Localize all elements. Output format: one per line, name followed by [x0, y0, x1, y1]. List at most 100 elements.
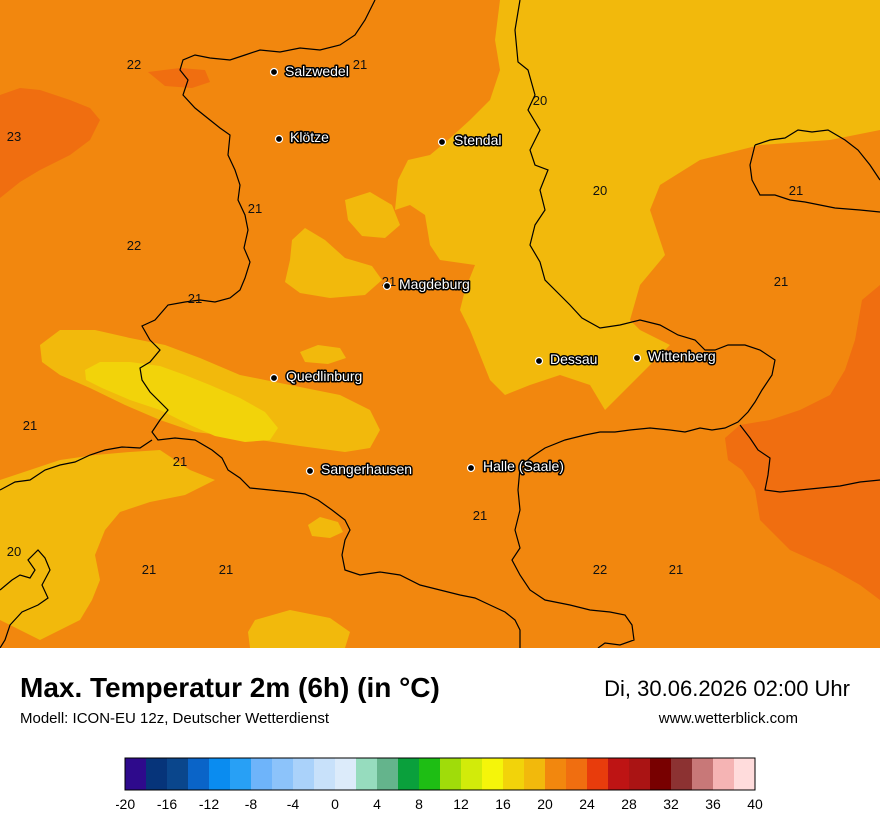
city-marker — [466, 463, 476, 473]
city-dessau: Dessau — [534, 350, 599, 369]
legend-tick-label: 12 — [453, 796, 469, 812]
legend-tick-label: -16 — [157, 796, 177, 812]
isoline-label: 21 — [669, 562, 683, 577]
legend-ticks: -20 -16 -12 -8 -4 0 4 8 12 16 20 24 28 32 36 40 — [116, 796, 763, 812]
city-label: Dessau — [550, 351, 597, 367]
city-stendal: Stendal — [437, 131, 503, 150]
city-marker — [382, 281, 392, 291]
legend-swatch — [125, 758, 147, 790]
legend-swatch — [713, 758, 735, 790]
legend-swatch — [566, 758, 588, 790]
city-label: Sangerhausen — [321, 461, 412, 477]
legend-swatch — [608, 758, 630, 790]
isoline-label: 21 — [173, 454, 187, 469]
legend-swatch — [209, 758, 231, 790]
city-label: Magdeburg — [399, 276, 470, 292]
legend-frame — [124, 757, 756, 791]
city-marker — [269, 373, 279, 383]
legend-tick-label: -4 — [287, 796, 300, 812]
color-scale-legend: -20 -16 -12 -8 -4 0 4 8 12 16 20 24 28 32 36 40 — [116, 757, 763, 812]
legend-swatch — [272, 758, 294, 790]
city-sangerhausen: Sangerhausen — [305, 460, 414, 479]
city-magdeburg: Magdeburg — [382, 275, 471, 294]
legend-swatch — [734, 758, 756, 790]
legend-tick-label: 4 — [373, 796, 381, 812]
temp-field-20-south-spot — [248, 610, 350, 648]
legend-swatch — [377, 758, 399, 790]
legend-swatch — [692, 758, 714, 790]
isoline-label: 20 — [7, 544, 21, 559]
legend-swatch — [503, 758, 525, 790]
isoline-label: 22 — [127, 57, 141, 72]
city-marker — [305, 466, 315, 476]
legend-swatch — [587, 758, 609, 790]
legend-swatch — [398, 758, 420, 790]
temp-field-22-west — [0, 88, 100, 198]
legend-swatch — [335, 758, 357, 790]
legend-tick-label: -8 — [245, 796, 258, 812]
temp-field-20-southwest — [0, 450, 215, 640]
legend-swatch — [545, 758, 567, 790]
temp-field-20-spot-b — [285, 228, 382, 298]
legend-swatch — [671, 758, 693, 790]
city-quedlinburg: Quedlinburg — [269, 367, 364, 386]
isoline-label: 21 — [473, 508, 487, 523]
legend-swatch — [167, 758, 189, 790]
city-label: Salzwedel — [285, 63, 349, 79]
city-halle: Halle (Saale) — [466, 457, 565, 476]
legend-tick-label: 40 — [747, 796, 763, 812]
isoline-label: 21 — [188, 291, 202, 306]
temp-field-20-northeast — [395, 0, 880, 410]
isoline-label: 21 — [353, 57, 367, 72]
isoline-label: 22 — [593, 562, 607, 577]
legend-tick-label: 32 — [663, 796, 679, 812]
legend-swatch — [524, 758, 546, 790]
city-kloetze: Klötze — [274, 128, 331, 147]
isoline-label: 21 — [789, 183, 803, 198]
legend-swatch — [251, 758, 273, 790]
legend-tick-label: 36 — [705, 796, 721, 812]
map-title: Max. Temperatur 2m (6h) (in °C) — [20, 672, 440, 703]
legend-tick-label: 0 — [331, 796, 339, 812]
legend-tick-label: 16 — [495, 796, 511, 812]
legend-swatch — [293, 758, 315, 790]
isoline-label: 20 — [533, 93, 547, 108]
city-label: Stendal — [454, 132, 501, 148]
city-label: Klötze — [290, 129, 329, 145]
temp-field-19-harz — [85, 362, 278, 442]
temp-field-22-nw — [148, 68, 210, 88]
temp-field-20-spot-a — [345, 192, 400, 238]
isoline-label: 21 — [774, 274, 788, 289]
isoline-label: 23 — [7, 129, 21, 144]
legend-tick-label: -12 — [199, 796, 219, 812]
legend-swatch — [629, 758, 651, 790]
legend-swatch — [314, 758, 336, 790]
legend-tick-label: -20 — [116, 796, 135, 812]
legend-tick-label: 28 — [621, 796, 637, 812]
temperature-map: 22 21 23 20 20 21 21 22 21 21 21 21 21 2… — [0, 0, 880, 648]
legend-swatch — [188, 758, 210, 790]
legend-swatch — [440, 758, 462, 790]
city-wittenberg: Wittenberg — [632, 347, 717, 366]
isoline-label: 21 — [248, 201, 262, 216]
legend-tick-label: 20 — [537, 796, 553, 812]
isoline-label: 21 — [23, 418, 37, 433]
city-marker — [437, 137, 447, 147]
city-label: Quedlinburg — [286, 368, 362, 384]
city-marker — [274, 134, 284, 144]
city-label: Wittenberg — [648, 348, 716, 364]
isoline-label: 21 — [142, 562, 156, 577]
forecast-datetime: Di, 30.06.2026 02:00 Uhr — [604, 676, 850, 701]
model-source: Modell: ICON-EU 12z, Deutscher Wetterdie… — [20, 710, 330, 727]
city-label: Halle (Saale) — [483, 458, 564, 474]
city-marker — [534, 356, 544, 366]
website-link[interactable]: www.wetterblick.com — [658, 710, 798, 727]
legend-swatch — [356, 758, 378, 790]
city-marker — [632, 353, 642, 363]
temp-field-20-spot-d — [308, 517, 343, 538]
legend-swatch — [146, 758, 168, 790]
legend-swatch — [650, 758, 672, 790]
temp-field-20-spot-c — [300, 345, 346, 364]
isoline-label: 22 — [127, 238, 141, 253]
legend-swatch — [419, 758, 441, 790]
